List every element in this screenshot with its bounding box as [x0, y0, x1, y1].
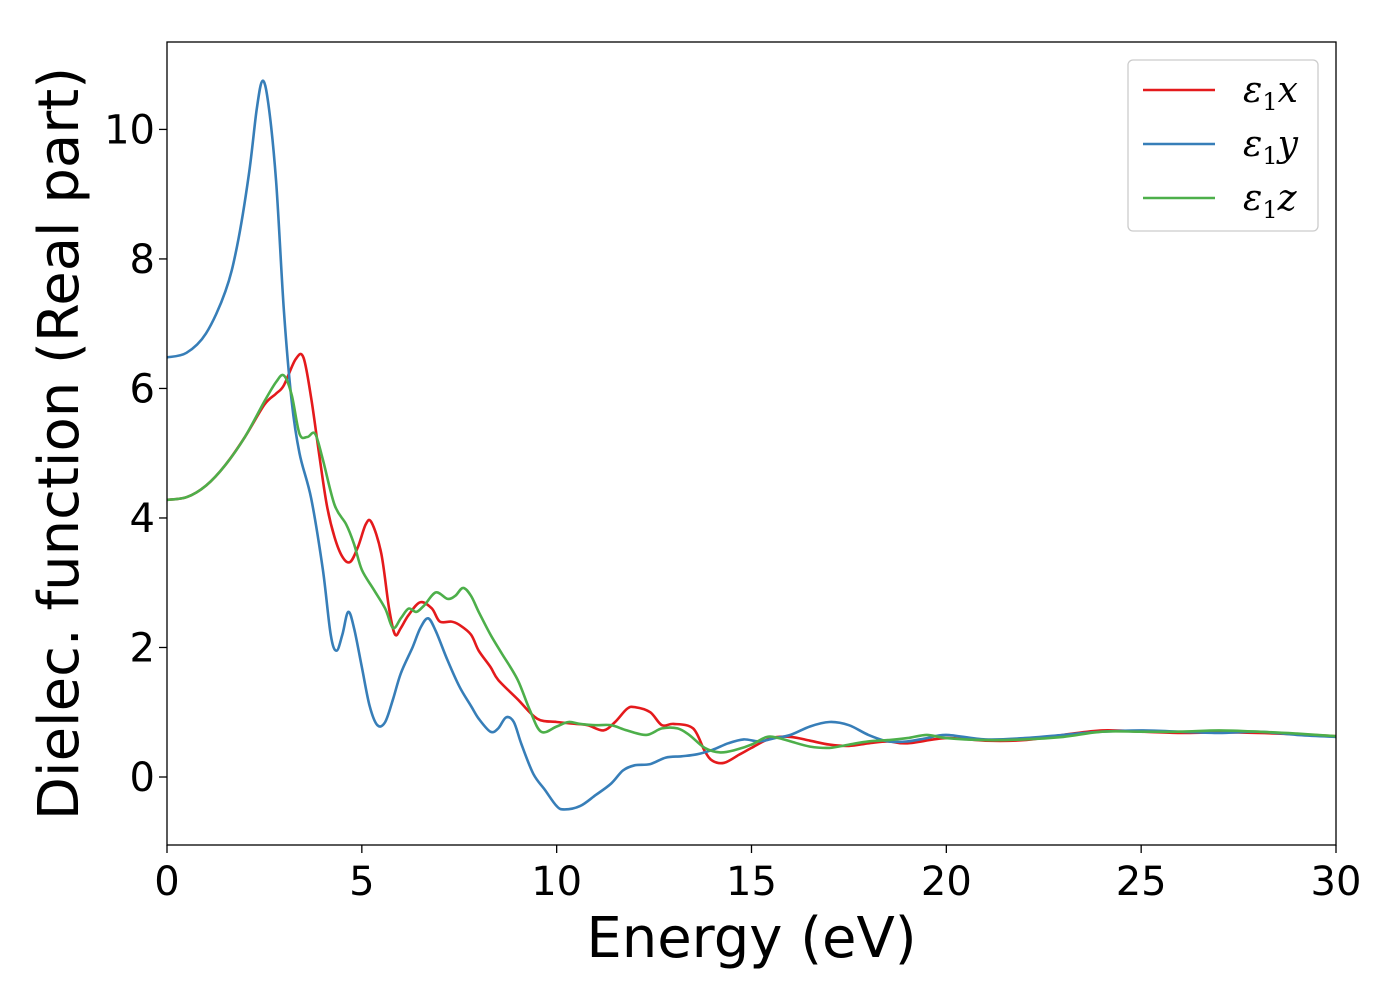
- y-axis-title: Dielec. function (Real part): [27, 67, 92, 820]
- x-tick-label: 5: [349, 859, 374, 905]
- x-tick-label: 0: [154, 859, 179, 905]
- x-tick-label: 30: [1311, 859, 1362, 905]
- legend-label-x: ε1x: [1243, 70, 1298, 116]
- legend-box: [1127, 59, 1319, 232]
- x-axis-ticks: 0 5 10 15 20 25 30: [154, 845, 1361, 905]
- x-tick-label: 25: [1116, 859, 1167, 905]
- legend-subscript: 1: [1262, 142, 1277, 170]
- series-line-y: [166, 79, 1337, 811]
- series-line-z: [166, 373, 1337, 754]
- x-tick-label: 15: [726, 859, 777, 905]
- x-axis-title: Energy (eV): [586, 906, 916, 971]
- legend-subscript: 1: [1262, 196, 1277, 224]
- y-tick-label: 4: [130, 496, 155, 542]
- plot-lines: [166, 79, 1337, 811]
- legend-symbol: ε: [1243, 70, 1262, 111]
- legend-subscript: 1: [1262, 88, 1277, 116]
- y-tick-label: 10: [104, 107, 155, 153]
- x-tick-label: 10: [531, 859, 582, 905]
- legend-symbol: ε: [1243, 124, 1262, 165]
- series-line-x: [166, 352, 1337, 765]
- legend-component: y: [1276, 124, 1299, 165]
- y-axis-ticks: 0 2 4 6 8 10: [104, 107, 167, 801]
- y-tick-label: 8: [130, 237, 155, 283]
- legend-label-z: ε1z: [1243, 178, 1298, 224]
- legend-label-y: ε1y: [1243, 124, 1299, 170]
- x-tick-label: 20: [921, 859, 972, 905]
- legend-symbol: ε: [1243, 178, 1262, 219]
- y-tick-label: 2: [130, 625, 155, 671]
- y-tick-label: 6: [130, 366, 155, 412]
- legend-component: x: [1278, 70, 1298, 111]
- legend-component: z: [1277, 178, 1298, 219]
- y-tick-label: 0: [130, 755, 155, 801]
